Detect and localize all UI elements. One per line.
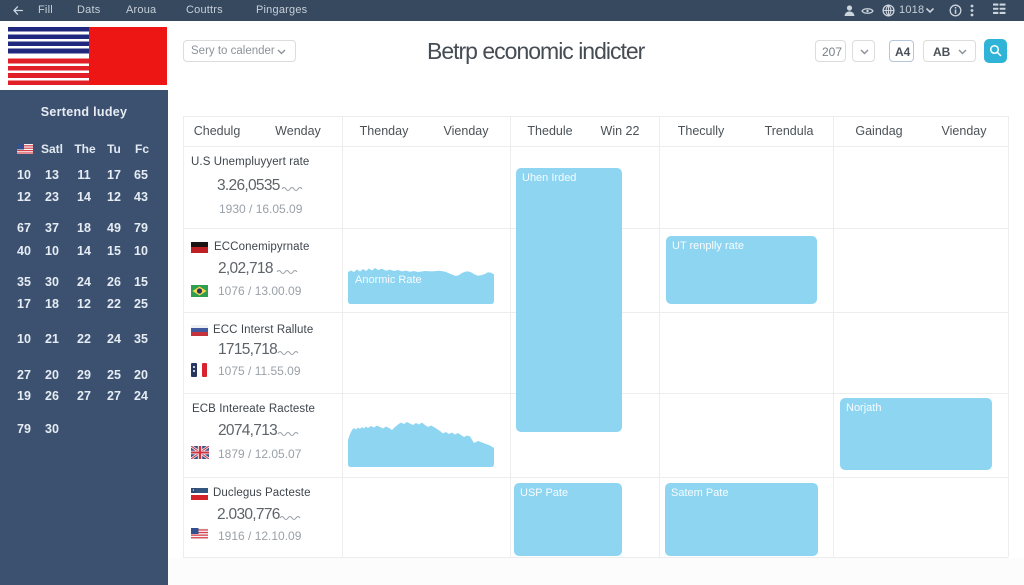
- svg-text:Anormic Rate: Anormic Rate: [355, 274, 422, 286]
